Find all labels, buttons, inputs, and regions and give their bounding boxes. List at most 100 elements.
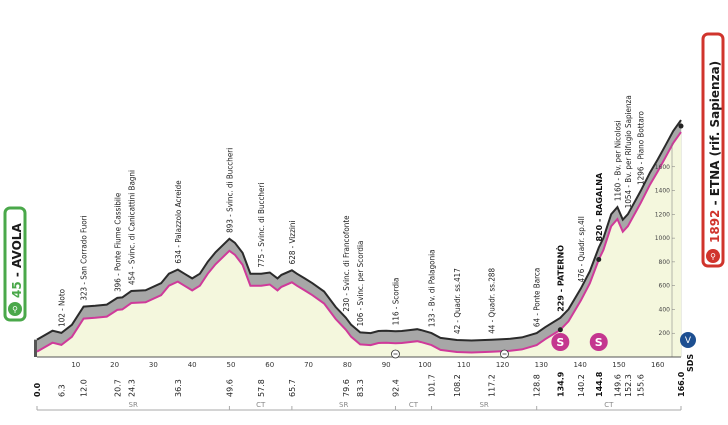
waypoint-label: 102 - Noto	[57, 288, 66, 327]
km-label: 24.3	[127, 379, 136, 397]
km-label: 166.0	[677, 371, 686, 397]
km-label: 149.6	[613, 374, 622, 397]
km-label: 101.7	[428, 374, 437, 397]
y-tick-label: 400	[659, 306, 671, 313]
finish-name: ETNA (rif. Sapienza)	[708, 61, 722, 196]
km-label: 134.9	[556, 371, 565, 397]
x-tick-label: 160	[651, 361, 664, 369]
finish-bike-glyph: ⚲	[710, 252, 716, 261]
sprint-dot	[557, 327, 563, 333]
km-label: 83.3	[356, 379, 365, 397]
finish-elevation: 1892	[708, 210, 722, 243]
start-bike-icon	[8, 302, 22, 316]
waypoint-label: 775 - Svinc. di Buccheri	[257, 183, 266, 268]
y-tick-label: 800	[659, 259, 671, 266]
x-tick-label: 30	[149, 361, 158, 369]
province-bar: SR CT SR CT SR CT	[36, 401, 682, 411]
x-tick-label: 50	[227, 361, 236, 369]
waypoint-label: 1054 - Bv. per Rifugio Sapienza	[624, 95, 633, 208]
start-sep: -	[10, 268, 24, 281]
km-label: 117.2	[488, 374, 497, 397]
x-tick-label: 90	[382, 361, 391, 369]
x-tick-label: 70	[304, 361, 313, 369]
finish-dot	[678, 123, 684, 129]
finish-sep: -	[708, 196, 722, 209]
km-label: 155.6	[637, 374, 646, 397]
finish-bike-icon	[706, 249, 720, 263]
start-elevation: 45	[10, 281, 24, 298]
waypoint-label: 64 - Ponte Barca	[533, 268, 542, 327]
waypoint-label: 116 - Scordia	[391, 278, 400, 326]
x-tick-label: 40	[188, 361, 197, 369]
waypoint-label: 106 - Svinc. per Scordia	[356, 241, 365, 327]
start-badge: ⚲ 45 - AVOLA	[3, 206, 27, 322]
x-tick-label: 100	[418, 361, 431, 369]
km-label: 144.8	[595, 371, 604, 397]
y-tick-label: 1400	[655, 188, 670, 195]
x-tick-label: 10	[71, 361, 80, 369]
sprint-icon	[589, 333, 608, 351]
km-label: 57.8	[257, 379, 266, 397]
start-label: 45 - AVOLA	[10, 223, 24, 298]
km-label: 79.6	[342, 379, 351, 397]
km-label: 0.0	[33, 382, 42, 397]
waypoint-label: 396 - Ponte Fiume Cassibile	[113, 192, 122, 292]
sds-logo: V SDS	[680, 332, 696, 372]
province-label: CT	[256, 401, 266, 409]
y-axis: 200 400 600 800 1000 1200 1400 1600	[655, 143, 675, 357]
km-label: 128.8	[533, 374, 542, 397]
x-axis: 10 20 30 40 50 60 70 80 90 100 110 120 130 140 150 160	[37, 356, 681, 369]
waypoint-label: 893 - Svinc. di Buccheri	[225, 148, 234, 233]
sds-icon-glyph: V	[685, 336, 692, 346]
sprint-label: S	[595, 336, 603, 349]
road-outline	[36, 119, 682, 342]
province-label: CT	[409, 401, 419, 409]
waypoint-label: 133 - Bv. di Palagonia	[428, 249, 437, 327]
waypoint-label: 634 - Palazzolo Acreide	[174, 180, 183, 264]
km-label: 36.3	[174, 379, 183, 397]
km-label: 108.2	[453, 374, 462, 397]
sprint-label: S	[556, 336, 564, 349]
waypoint-label: 628 - Vizzini	[288, 221, 297, 265]
finish-badge: ⚲ 1892 - ETNA (rif. Sapienza)	[701, 32, 725, 268]
km-label: 6.3	[57, 384, 66, 397]
waypoint-label: 229 - PATERNÒ	[554, 245, 565, 312]
x-tick-label: 120	[496, 361, 509, 369]
x-tick-label: 60	[265, 361, 274, 369]
route-line	[36, 131, 682, 354]
y-tick-label: 1000	[655, 235, 670, 242]
y-tick-label: 1600	[655, 164, 670, 171]
waypoint-label: 44 - Quadr. ss.288	[488, 268, 497, 334]
finish-badge-box	[701, 32, 725, 268]
finish-label: 1892 - ETNA (rif. Sapienza)	[708, 61, 722, 243]
km-label: 65.7	[288, 379, 297, 397]
x-tick-label: 110	[457, 361, 470, 369]
waypoint-label: 476 - Quadr. sp.4II	[577, 216, 586, 282]
waypoint-labels: 102 - Noto 323 - San Corrado Fuori 396 - P…	[57, 95, 645, 334]
province-label: CT	[604, 401, 614, 409]
waypoint-label: 454 - Svinc. di Canicattini Bagni	[127, 170, 136, 285]
x-tick-label: 130	[535, 361, 548, 369]
y-tick-label: 600	[659, 283, 671, 290]
province-label: SR	[129, 401, 138, 409]
km-label: 152.3	[624, 374, 633, 397]
province-label: SR	[339, 401, 348, 409]
x-tick-label: 80	[343, 361, 352, 369]
x-tick-label: 20	[110, 361, 119, 369]
km-label: 12.0	[80, 379, 89, 397]
km-label: 140.2	[577, 374, 586, 397]
km-label: 20.7	[113, 379, 122, 397]
province-label: SR	[479, 401, 488, 409]
km-labels: 0.0 6.3 12.0 20.7 24.3 36.3 49.6 57.8 65.7 79.6 83…	[33, 371, 686, 397]
km-label: 49.6	[225, 379, 234, 397]
y-tick-label: 1200	[655, 211, 670, 218]
sprint-dot	[596, 257, 602, 263]
sprint-icon	[551, 333, 570, 351]
waypoint-label: 1296 - Piano Bottaro	[637, 110, 646, 184]
y-tick-label: 200	[659, 330, 671, 337]
waypoint-label: 42 - Quadr. ss.417	[453, 268, 462, 334]
terrain-area	[34, 119, 682, 357]
sds-label: SDS	[686, 354, 695, 372]
